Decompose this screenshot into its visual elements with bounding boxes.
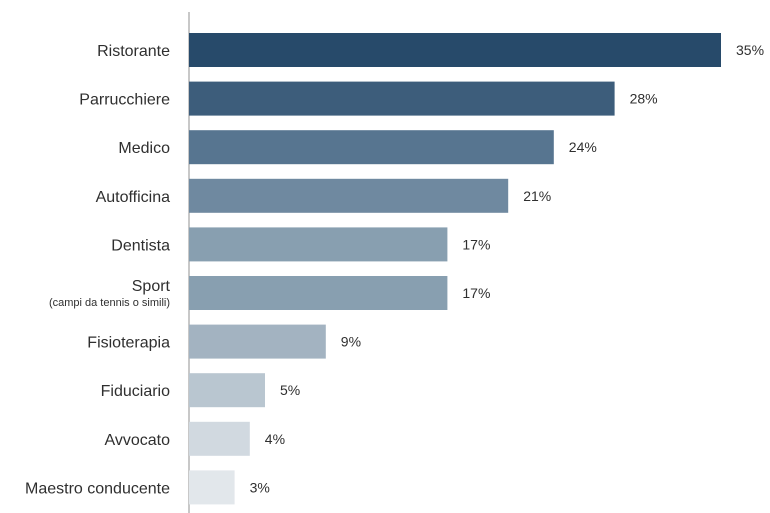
category-label: Parrucchiere (79, 92, 170, 109)
bar-sport (189, 276, 448, 310)
value-label: 4% (265, 431, 285, 447)
bar-fisioterapia (189, 324, 326, 359)
category-label: Maestro conducente (25, 480, 170, 497)
category-label: Medico (118, 140, 170, 157)
category-label: Dentista (111, 237, 170, 254)
category-label: Avvocato (104, 432, 170, 449)
value-label: 21% (523, 188, 551, 204)
value-label: 17% (462, 236, 490, 252)
value-label: 9% (341, 334, 361, 350)
value-label: 5% (280, 382, 300, 398)
category-label: Fisioterapia (87, 335, 170, 352)
bar-ristorante (189, 33, 721, 67)
bar-fiduciario (189, 373, 265, 408)
value-label: 3% (250, 479, 270, 495)
value-label: 28% (630, 91, 658, 107)
category-label: Ristorante (97, 43, 170, 60)
value-label: 35% (736, 42, 764, 58)
bar-dentista (189, 227, 448, 262)
bar-maestro-conducente (189, 470, 235, 505)
bar-parrucchiere (189, 81, 615, 116)
bar-avvocato (189, 421, 250, 456)
category-sublabel: (campi da tennis o simili) (49, 297, 170, 309)
bar-medico (189, 130, 554, 165)
value-label: 17% (462, 285, 490, 301)
category-label: Sport (132, 278, 171, 295)
category-label: Fiduciario (101, 383, 170, 400)
category-label: Autofficina (96, 189, 171, 206)
value-label: 24% (569, 139, 597, 155)
bar-autofficina (189, 178, 509, 213)
